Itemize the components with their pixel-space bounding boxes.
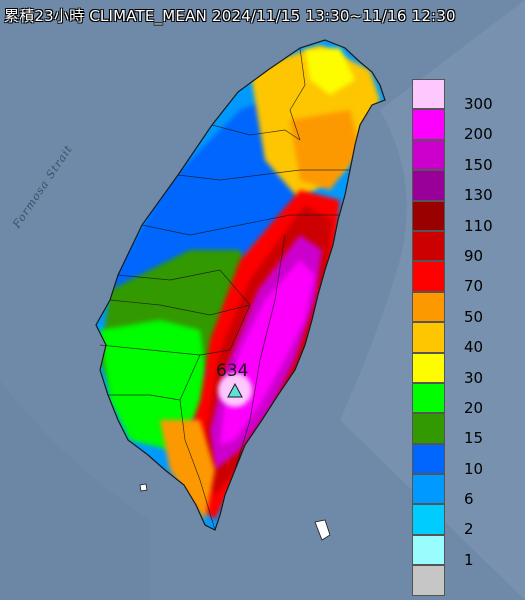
legend-row: 90 xyxy=(412,230,517,265)
color-legend: 300 200 150 130 110 90 70 50 40 30 20 15 10 6 2 1 xyxy=(412,79,517,596)
legend-row: 110 xyxy=(412,200,517,235)
legend-label: 20 xyxy=(464,398,484,417)
legend-swatch xyxy=(412,230,445,262)
legend-label: 10 xyxy=(464,459,484,478)
peak-value-label: 634 xyxy=(216,361,249,381)
legend-row: 2 xyxy=(412,504,517,538)
legend-row: 30 xyxy=(412,352,517,387)
legend-label: 40 xyxy=(464,338,484,357)
legend-swatch xyxy=(412,291,445,323)
legend-swatch xyxy=(412,382,445,414)
legend-row: 10 xyxy=(412,443,517,478)
legend-row: 50 xyxy=(412,291,517,326)
legend-swatch xyxy=(412,504,445,535)
legend-row: 15 xyxy=(412,413,517,447)
legend-row: 40 xyxy=(412,322,517,356)
legend-label: 50 xyxy=(464,307,484,326)
legend-swatch xyxy=(412,261,445,292)
legend-swatch xyxy=(412,79,445,110)
legend-swatch xyxy=(412,109,445,140)
legend-row: 1 xyxy=(412,534,517,569)
legend-swatch xyxy=(412,200,445,231)
legend-label: 300 xyxy=(464,95,493,113)
legend-label: 1 xyxy=(464,550,474,569)
legend-row: 6 xyxy=(412,474,517,508)
sea-texture xyxy=(0,380,150,600)
legend-swatch xyxy=(412,413,445,444)
legend-row xyxy=(412,565,517,596)
legend-label: 2 xyxy=(464,520,474,539)
map-title: 累積23小時 CLIMATE_MEAN 2024/11/15 13:30~11/… xyxy=(4,7,456,25)
legend-label: 30 xyxy=(464,368,484,387)
legend-label: 130 xyxy=(464,186,493,205)
coastline xyxy=(95,39,386,531)
legend-swatch xyxy=(412,352,445,383)
legend-swatch xyxy=(412,534,445,566)
legend-label: 6 xyxy=(464,490,474,509)
legend-swatch xyxy=(412,443,445,475)
legend-swatch xyxy=(412,170,445,201)
legend-label: 90 xyxy=(464,246,484,265)
legend-swatch xyxy=(412,139,445,171)
legend-label: 200 xyxy=(464,125,493,144)
title-bar: 累積23小時 CLIMATE_MEAN 2024/11/15 13:30~11/… xyxy=(0,0,525,30)
legend-swatch xyxy=(412,322,445,353)
legend-row: 130 xyxy=(412,170,517,204)
legend-label: 15 xyxy=(464,429,484,448)
peak-triangle-marker xyxy=(227,382,243,398)
legend-row: 300 xyxy=(412,79,517,113)
island xyxy=(139,483,148,492)
island xyxy=(314,519,331,541)
legend-row: 20 xyxy=(412,382,517,417)
legend-row: 70 xyxy=(412,261,517,295)
legend-row: 150 xyxy=(412,139,517,174)
legend-swatch xyxy=(412,565,445,596)
legend-label: 110 xyxy=(464,216,493,235)
legend-label: 150 xyxy=(464,155,493,174)
legend-row: 200 xyxy=(412,109,517,143)
legend-swatch xyxy=(412,474,445,505)
legend-label: 70 xyxy=(464,277,484,296)
county-borders xyxy=(99,47,350,531)
